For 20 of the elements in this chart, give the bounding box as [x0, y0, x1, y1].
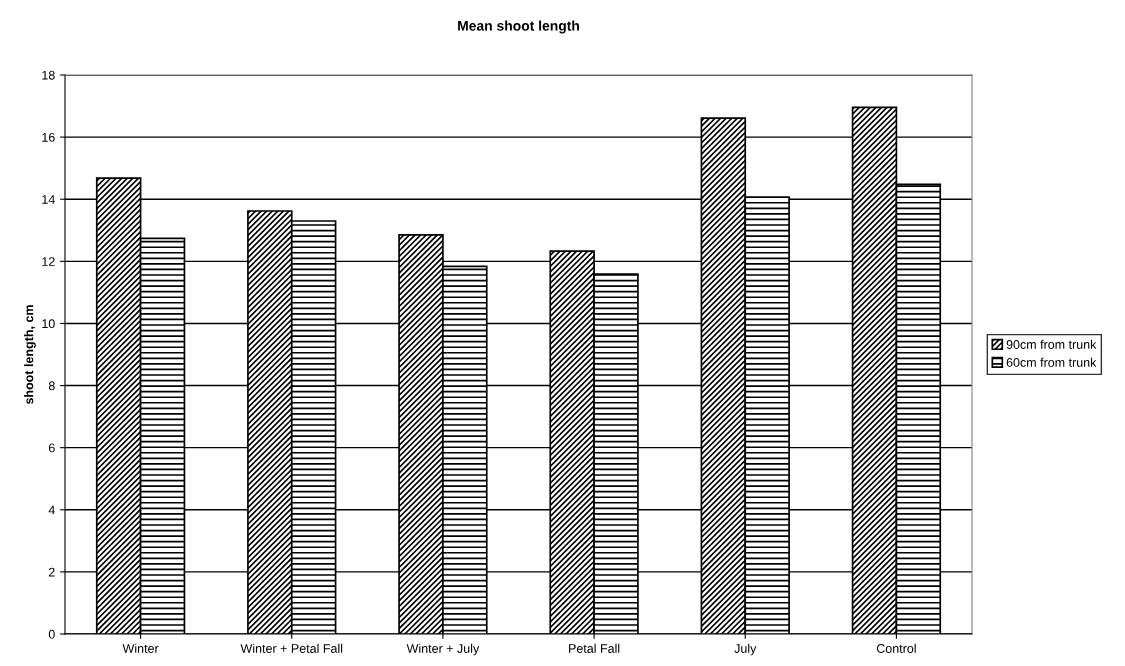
y-tick-label: 4 — [48, 505, 55, 515]
legend-label: 60cm from trunk — [1006, 357, 1097, 367]
y-tick-label: 16 — [42, 132, 55, 142]
x-tick-label: July — [734, 643, 757, 656]
x-tick-label: Winter + Petal Fall — [240, 643, 343, 653]
y-tick-label: 8 — [48, 381, 55, 391]
legend-label: 90cm from trunk — [1006, 339, 1097, 349]
y-tick-label: 14 — [42, 195, 55, 204]
chart-title: Mean shoot length — [458, 20, 579, 34]
x-tick-label: Winter + July — [406, 643, 480, 656]
y-tick-label: 18 — [42, 70, 55, 80]
y-tick-label: 12 — [42, 257, 55, 266]
y-axis-title: shoot length, cm — [24, 305, 36, 405]
x-tick-label: Control — [876, 643, 916, 653]
y-tick-label: 10 — [42, 319, 55, 329]
x-tick-label: Petal Fall — [569, 643, 620, 653]
y-tick-label: 6 — [48, 443, 55, 453]
y-tick-label: 0 — [48, 629, 55, 639]
y-tick-label: 2 — [48, 567, 55, 577]
x-tick-label: Winter — [122, 643, 159, 653]
